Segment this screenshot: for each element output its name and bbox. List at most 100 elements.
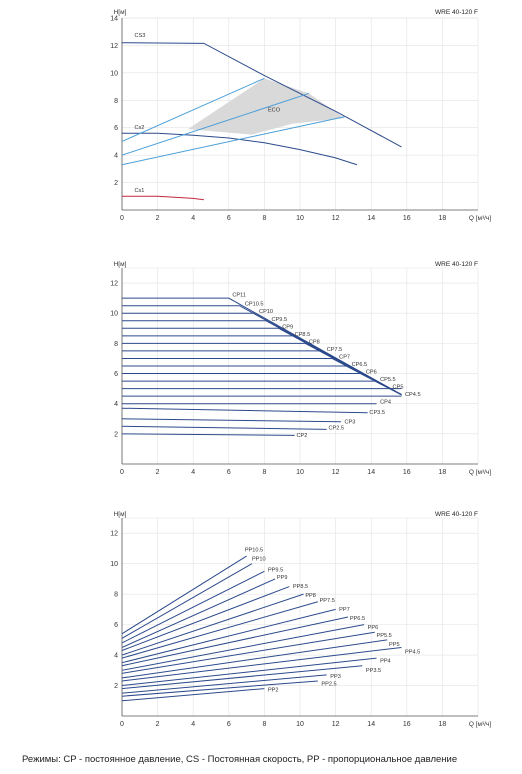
- x-tick-label: 18: [439, 721, 447, 728]
- y-axis-label: H[м]: [114, 9, 127, 16]
- series-label: CP2.5: [328, 425, 344, 431]
- series-label: PP10: [252, 557, 266, 563]
- series-label: PP2: [268, 688, 279, 694]
- series-label: CP3.5: [369, 410, 385, 416]
- x-tick-label: 4: [191, 469, 195, 476]
- x-tick-label: 14: [367, 215, 375, 222]
- y-tick-label: 12: [110, 531, 118, 538]
- series-label: PP5.5: [377, 633, 392, 639]
- y-tick-label: 2: [114, 683, 118, 690]
- series-label: CS3: [134, 33, 145, 39]
- x-tick-label: 12: [332, 215, 340, 222]
- x-tick-label: 8: [262, 469, 266, 476]
- series-line: [122, 380, 402, 396]
- series-line: [121, 657, 377, 687]
- series-label: CP10: [259, 309, 273, 315]
- series-line: [121, 665, 363, 690]
- x-tick-label: 10: [296, 721, 304, 728]
- series-label: CP11: [232, 293, 246, 299]
- x-tick-label: 14: [367, 469, 375, 476]
- series-line: [121, 578, 276, 648]
- series-label: PP4: [380, 659, 391, 665]
- series-line: [121, 42, 402, 148]
- chart-title: WRE 40-120 F: [435, 511, 478, 518]
- series-line: [121, 624, 365, 671]
- series-line: [121, 425, 327, 430]
- series-label: PP2.5: [321, 682, 336, 688]
- y-tick-label: 2: [114, 431, 118, 438]
- x-tick-label: 6: [227, 721, 231, 728]
- series-label: CP6.5: [352, 362, 368, 368]
- series-line: [121, 593, 304, 656]
- y-axis-label: H[м]: [114, 261, 127, 268]
- x-tick-label: 16: [403, 721, 411, 728]
- series-label: PP3: [330, 674, 341, 680]
- x-tick-label: 10: [296, 215, 304, 222]
- x-tick-label: 4: [191, 721, 195, 728]
- y-tick-label: 6: [114, 622, 118, 629]
- x-axis-label: Q [м³/ч]: [469, 469, 491, 476]
- series-line: [121, 674, 327, 694]
- series-label: CP3: [345, 419, 356, 425]
- series-line: [121, 680, 318, 697]
- x-tick-label: 2: [156, 215, 160, 222]
- series-label: CP4.5: [405, 392, 421, 398]
- series-label: CP2: [296, 433, 307, 439]
- series-label: CP10.5: [245, 302, 264, 308]
- series-label: PP9: [277, 575, 288, 581]
- series-label: PP8: [305, 593, 316, 599]
- series-line: [121, 639, 388, 679]
- series-label: CP5.5: [380, 377, 396, 383]
- y-tick-label: 10: [110, 561, 118, 568]
- series-label: CP8.5: [295, 332, 311, 338]
- x-tick-label: 2: [156, 469, 160, 476]
- series-label: CP6: [366, 370, 377, 376]
- series-label: PP7.5: [320, 598, 335, 604]
- x-axis-label: Q [м³/ч]: [469, 215, 491, 222]
- y-tick-label: 4: [114, 653, 118, 660]
- eco-region-label: ECO: [268, 107, 281, 113]
- y-tick-label: 4: [114, 401, 118, 408]
- chart-title: WRE 40-120 F: [435, 9, 478, 16]
- y-tick-label: 12: [110, 43, 118, 50]
- x-tick-label: 6: [227, 215, 231, 222]
- series-label: CP4: [380, 400, 391, 406]
- x-axis-label: Q [м³/ч]: [469, 721, 491, 728]
- chart-2-svg: 0 2 4 6 8 10 12 14 16 18 2 4 6 8 10 12 H[м] Q [м³/ч] WRE 4…: [110, 261, 491, 476]
- x-tick-label: 16: [403, 215, 411, 222]
- series-label: PP8.5: [293, 584, 308, 590]
- x-tick-label: 0: [120, 721, 124, 728]
- series-line: [121, 688, 265, 702]
- series-label: PP5: [389, 642, 400, 648]
- x-tick-label: 16: [403, 469, 411, 476]
- series-label: CP9.5: [272, 317, 288, 323]
- series-line: [121, 563, 253, 639]
- grid: [122, 517, 479, 716]
- series-line: [121, 608, 336, 664]
- x-tick-label: 14: [367, 721, 375, 728]
- series-label: CP7.5: [327, 347, 343, 353]
- series-label: PP4.5: [405, 650, 420, 656]
- series-line: [121, 418, 341, 423]
- x-tick-label: 6: [227, 469, 231, 476]
- y-tick-label: 14: [110, 16, 118, 23]
- series-line: [121, 570, 265, 644]
- x-tick-label: 10: [296, 469, 304, 476]
- series-label: CP5: [393, 385, 404, 391]
- series-label: CP7: [339, 354, 350, 360]
- x-tick-label: 0: [120, 469, 124, 476]
- series-label: CP8: [309, 339, 320, 345]
- series-line: [122, 195, 204, 201]
- y-tick-label: 8: [114, 98, 118, 105]
- chart-title: WRE 40-120 F: [435, 261, 478, 268]
- y-tick-label: 10: [110, 70, 118, 77]
- x-tick-label: 18: [439, 215, 447, 222]
- series-line: [121, 646, 402, 682]
- x-tick-label: 4: [191, 215, 195, 222]
- series-label: PP6.5: [350, 616, 365, 622]
- y-tick-label: 12: [110, 281, 118, 288]
- y-tick-label: 8: [114, 592, 118, 599]
- series-line: [121, 433, 295, 436]
- series-label: PP3.5: [366, 668, 381, 674]
